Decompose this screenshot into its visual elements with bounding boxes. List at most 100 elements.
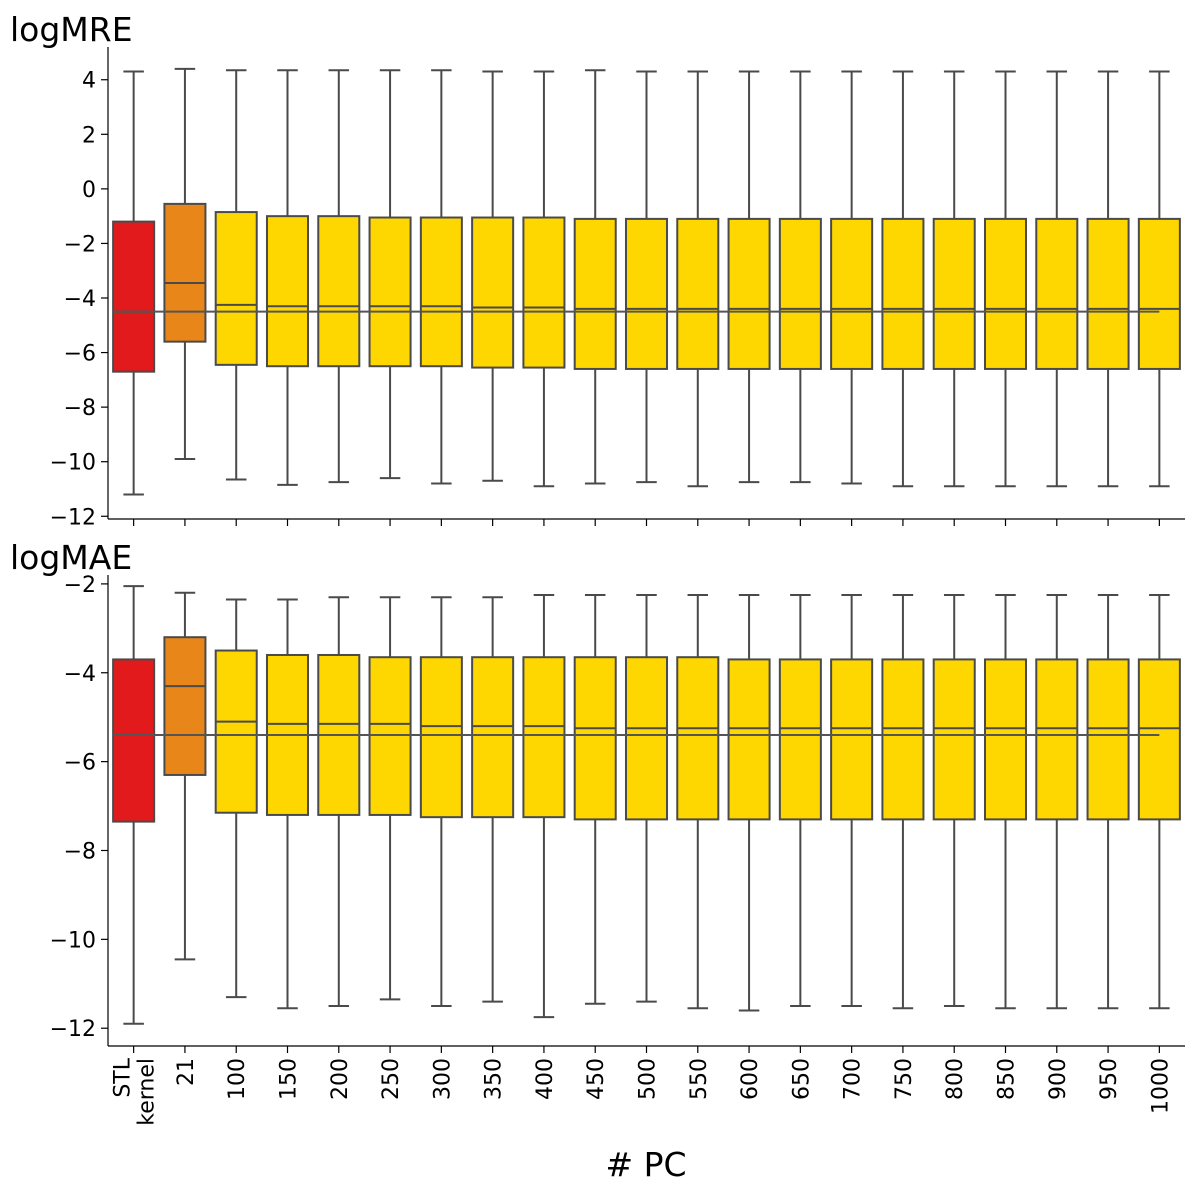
logmre-y-tick-label: −4 bbox=[64, 287, 96, 312]
logmae-box-150 bbox=[265, 598, 310, 1010]
x-tick-label: STLkernel bbox=[111, 1057, 160, 1125]
logmae-box-450 bbox=[573, 593, 617, 1005]
logmae-box-700 bbox=[830, 593, 874, 1008]
logmae-box-750 bbox=[881, 593, 925, 1010]
iqr-box bbox=[522, 216, 566, 369]
logmre-box-750 bbox=[881, 70, 925, 488]
x-tick-label: 200 bbox=[328, 1058, 353, 1100]
logmre-box-600 bbox=[727, 70, 771, 484]
logmre-box-100 bbox=[214, 69, 258, 481]
logmae-box-250 bbox=[368, 596, 412, 1001]
iqr-box bbox=[932, 217, 976, 370]
logmae-box-400 bbox=[522, 593, 566, 1019]
iqr-box bbox=[112, 220, 156, 373]
iqr-box bbox=[368, 216, 412, 368]
iqr-box bbox=[419, 656, 463, 819]
logmre-box-300 bbox=[419, 69, 463, 485]
logmre-y-tick-label: 4 bbox=[82, 69, 96, 94]
iqr-box bbox=[830, 217, 874, 370]
x-tick-label: 500 bbox=[636, 1058, 661, 1100]
iqr-box bbox=[265, 215, 310, 368]
logmae-panel-title: logMAE bbox=[10, 538, 132, 577]
logmae-box-350 bbox=[471, 596, 515, 1003]
iqr-box bbox=[1137, 217, 1181, 370]
iqr-box bbox=[778, 217, 822, 370]
logmae-box-650 bbox=[778, 593, 822, 1008]
logmae-box-800 bbox=[932, 593, 976, 1008]
logmae-y-tick-label: −6 bbox=[64, 751, 96, 776]
iqr-box bbox=[471, 216, 515, 369]
iqr-box bbox=[1035, 217, 1079, 370]
iqr-box bbox=[676, 217, 720, 370]
logmae-box-1000 bbox=[1137, 593, 1181, 1010]
logmae-y-tick-label: −10 bbox=[50, 928, 96, 953]
logmae-y-tick-label: −8 bbox=[64, 839, 96, 864]
iqr-box bbox=[317, 215, 361, 368]
iqr-box bbox=[163, 636, 207, 776]
logmae-box-500 bbox=[624, 593, 669, 1003]
x-tick-label: 100 bbox=[225, 1058, 250, 1100]
iqr-box bbox=[1035, 658, 1079, 821]
iqr-box bbox=[881, 658, 925, 821]
iqr-box bbox=[676, 656, 720, 821]
logmre-box-650 bbox=[778, 70, 822, 484]
iqr-box bbox=[522, 656, 566, 819]
x-tick-label: 450 bbox=[584, 1058, 609, 1100]
iqr-box bbox=[624, 217, 669, 370]
logmre-y-tick-label: 2 bbox=[82, 123, 96, 148]
x-tick-label: 900 bbox=[1046, 1058, 1071, 1100]
x-tick-label: 550 bbox=[687, 1058, 712, 1100]
logmre-box-350 bbox=[471, 70, 515, 482]
iqr-box bbox=[368, 656, 412, 816]
x-tick-label: 950 bbox=[1097, 1058, 1122, 1100]
logmre-y-tick-label: −10 bbox=[50, 451, 96, 476]
logmre-box-STL-kernel bbox=[112, 70, 156, 496]
iqr-box bbox=[727, 217, 771, 370]
x-tick-label: 400 bbox=[533, 1058, 558, 1100]
x-tick-label: 21 bbox=[174, 1058, 199, 1086]
iqr-box bbox=[419, 216, 463, 368]
logmre-box-850 bbox=[983, 70, 1028, 488]
logmre-box-500 bbox=[624, 70, 669, 484]
logmae-box-550 bbox=[676, 593, 720, 1010]
x-tick-label: 850 bbox=[995, 1058, 1020, 1100]
logmre-y-tick-label: −2 bbox=[64, 232, 96, 257]
logmre-box-150 bbox=[265, 69, 310, 486]
logmre-y-tick-label: −6 bbox=[64, 342, 96, 367]
logmre-box-450 bbox=[573, 69, 617, 485]
iqr-box bbox=[624, 656, 669, 821]
x-tick-label: 250 bbox=[379, 1058, 404, 1100]
iqr-box bbox=[112, 658, 156, 823]
logmae-box-100 bbox=[214, 598, 258, 999]
iqr-box bbox=[727, 658, 771, 821]
iqr-box bbox=[471, 656, 515, 819]
iqr-box bbox=[983, 658, 1028, 821]
logmre-box-700 bbox=[830, 70, 874, 485]
logmre-box-21 bbox=[163, 67, 207, 460]
logmre-y-tick-label: 0 bbox=[82, 178, 96, 203]
logmre-y-tick-label: −8 bbox=[64, 396, 96, 421]
logmre-y-tick-label: −12 bbox=[50, 505, 96, 530]
logmre-box-950 bbox=[1086, 70, 1130, 488]
logmre-panel-title: logMRE bbox=[10, 10, 133, 49]
logmre-box-250 bbox=[368, 69, 412, 480]
iqr-box bbox=[778, 658, 822, 821]
logmae-box-600 bbox=[727, 593, 771, 1012]
x-tick-label: 300 bbox=[430, 1058, 455, 1100]
x-tick-label: 800 bbox=[943, 1058, 968, 1100]
iqr-box bbox=[214, 649, 258, 814]
x-tick-label: 700 bbox=[841, 1058, 866, 1100]
iqr-box bbox=[983, 217, 1028, 370]
x-tick-label: 750 bbox=[892, 1058, 917, 1100]
logmre-box-800 bbox=[932, 70, 976, 488]
x-axis-ticks: STLkernel 21 100 150 200 250 300 350 400 450 500 55… bbox=[111, 1057, 1174, 1125]
iqr-box bbox=[573, 656, 617, 821]
iqr-box bbox=[830, 658, 874, 821]
logmae-box-900 bbox=[1035, 593, 1079, 1010]
logmae-box-STL-kernel bbox=[112, 585, 156, 1025]
iqr-box bbox=[573, 217, 617, 370]
logmae-box-300 bbox=[419, 596, 463, 1008]
x-axis-label: # PC bbox=[605, 1145, 686, 1184]
iqr-box bbox=[1137, 658, 1181, 821]
